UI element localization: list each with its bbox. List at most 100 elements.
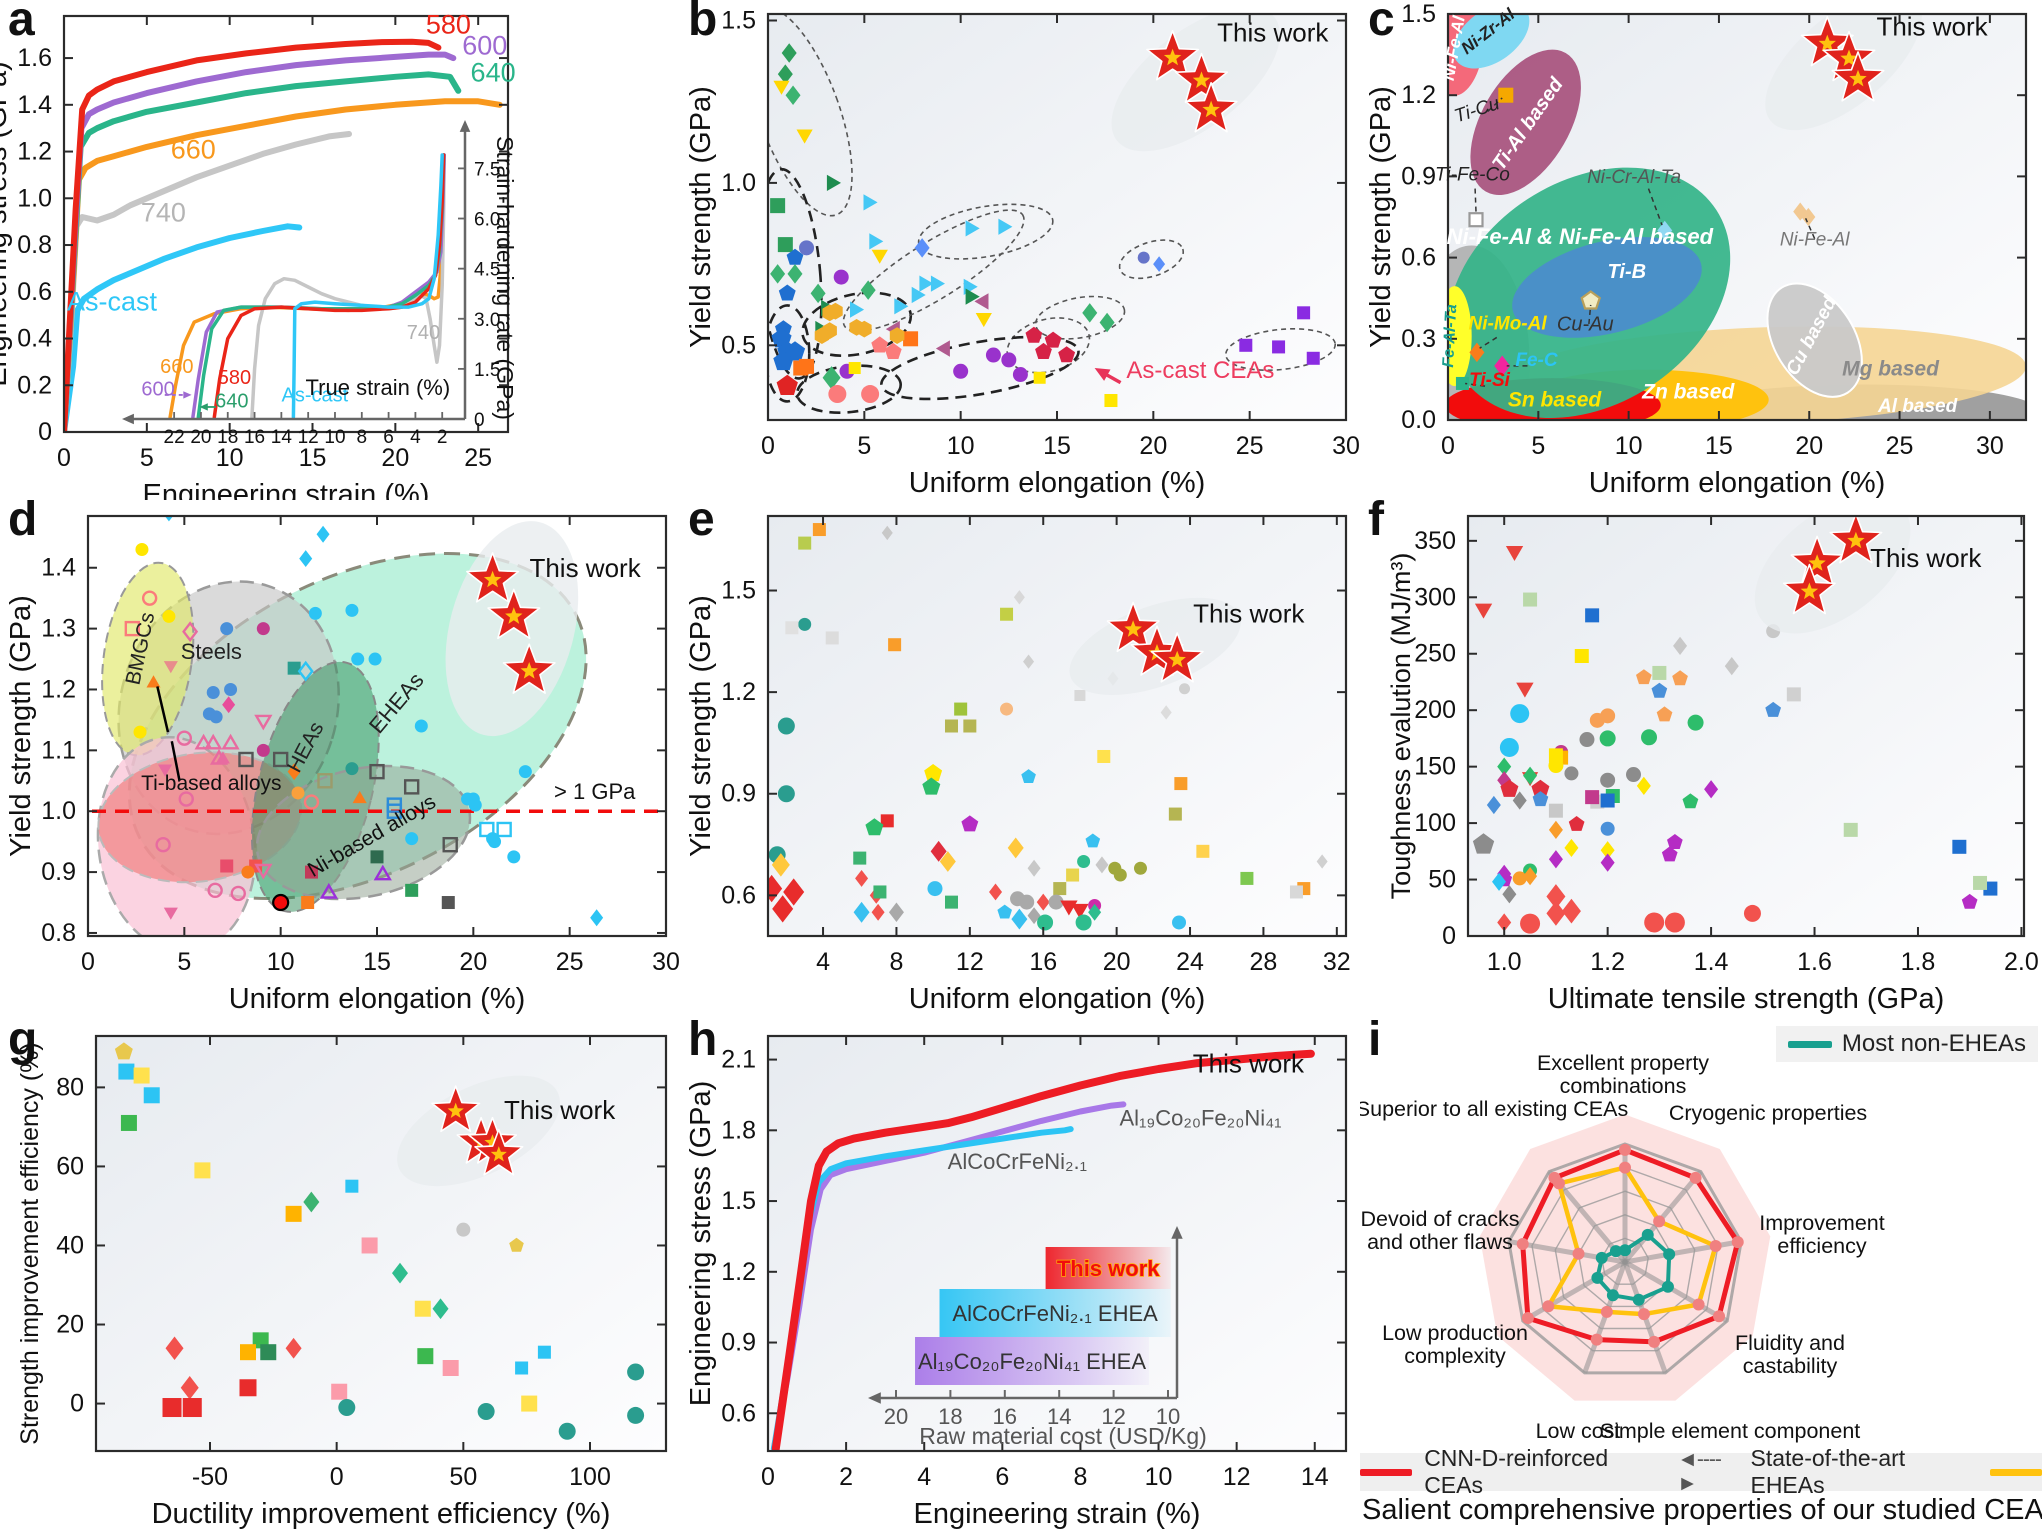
svg-text:0.9: 0.9 [721,780,756,808]
svg-text:0.6: 0.6 [17,278,52,306]
svg-text:640: 640 [471,57,516,87]
svg-text:15: 15 [299,444,327,472]
red-line-icon [1360,1468,1413,1476]
svg-text:350: 350 [1414,527,1456,555]
svg-text:30: 30 [652,948,680,976]
svg-text:60: 60 [56,1152,84,1180]
svg-text:640: 640 [215,391,248,413]
svg-text:Al₁₉Co₂₀Fe₂₀Ni₄₁ EHEA: Al₁₉Co₂₀Fe₂₀Ni₄₁ EHEA [918,1349,1146,1374]
svg-text:Yield strength (GPa): Yield strength (GPa) [5,595,37,857]
svg-text:1.5: 1.5 [721,577,756,605]
svg-text:600: 600 [462,31,507,61]
svg-text:Low cost: Low cost [1536,1419,1621,1443]
svg-text:8: 8 [1073,1463,1087,1491]
svg-text:This work: This work [1057,1256,1160,1281]
svg-text:12: 12 [956,948,984,976]
svg-text:Engineering strain (%): Engineering strain (%) [914,1498,1201,1530]
svg-text:Engineering stress (GPa): Engineering stress (GPa) [685,1081,717,1407]
svg-text:1.2: 1.2 [721,678,756,706]
svg-text:0.9: 0.9 [721,1329,756,1357]
svg-text:0: 0 [761,432,775,460]
svg-text:1.6: 1.6 [1797,948,1832,976]
chart-c-alloy-families: 0 5 10 15 20 25 30 0.0 0.3 0.6 0.9 1.2 1.5 Ni-Fe-Al Ni… [1365,0,2028,499]
radar-legend-non-eheas-label: Most non-EHEAs [1841,1030,2026,1057]
chart-g-improvement-efficiency: -50 0 50 100 0 20 40 60 80 This work Ductility imp… [16,1034,668,1530]
svg-text:0: 0 [1441,432,1455,460]
panel-b: 0 5 10 15 20 25 30 0.5 1.0 1.5 This work As-cast CE… [680,0,1360,500]
svg-text:30: 30 [1976,432,2004,460]
yellow-line-icon [1989,1468,2042,1476]
svg-text:This work: This work [1193,599,1305,629]
svg-text:600: 600 [141,379,174,401]
svg-text:10: 10 [216,444,244,472]
svg-text:This work: This work [1876,12,1988,42]
svg-text:25: 25 [464,444,492,472]
svg-text:This work: This work [504,1095,616,1125]
svg-text:1.3: 1.3 [41,615,76,643]
panel-a: 0 5 10 15 20 25 0 0.2 0.4 0.6 0.8 1.0 1.2 1.4 1.6 580 60… [0,0,680,500]
svg-text:Uniform elongation (%): Uniform elongation (%) [229,983,526,1015]
svg-text:1.8: 1.8 [1901,948,1936,976]
svg-text:20: 20 [1139,432,1167,460]
svg-text:True strain (%): True strain (%) [306,375,451,400]
svg-text:1.4: 1.4 [17,91,52,119]
svg-text:50: 50 [1428,866,1456,894]
svg-text:28: 28 [1250,948,1278,976]
svg-text:15: 15 [1043,432,1071,460]
svg-text:30: 30 [1332,432,1360,460]
panel-i: Excellent property combinations Cryogenic … [1360,1013,2042,1535]
svg-text:8: 8 [889,948,903,976]
radar-legend-non-eheas: Most non-EHEAs [1775,1026,2038,1062]
svg-text:2: 2 [839,1463,853,1491]
svg-text:0: 0 [474,410,485,431]
svg-text:15: 15 [363,948,391,976]
svg-text:0.6: 0.6 [1401,244,1436,272]
svg-text:580: 580 [426,10,471,40]
svg-text:0: 0 [81,948,95,976]
svg-text:20: 20 [1795,432,1823,460]
svg-text:Yield strength (GPa): Yield strength (GPa) [1365,86,1397,348]
svg-text:4: 4 [917,1463,931,1491]
svg-text:5: 5 [1531,432,1545,460]
svg-text:Ti-based alloys: Ti-based alloys [141,772,281,795]
radar-legend-yellow-label: State-of-the-art EHEAs [1750,1445,1906,1498]
svg-text:100: 100 [1414,809,1456,837]
svg-text:0.4: 0.4 [17,325,52,353]
svg-text:16: 16 [993,1404,1017,1429]
svg-text:1.5: 1.5 [474,360,500,381]
svg-text:10: 10 [324,427,345,448]
panel-f: 1.0 1.2 1.4 1.6 1.8 2.0 0 50 100 150 200 250 300 350 T… [1360,493,2042,1020]
svg-text:0.0: 0.0 [1401,406,1436,434]
svg-text:1.4: 1.4 [41,554,76,582]
svg-text:80: 80 [56,1073,84,1101]
svg-text:0.8: 0.8 [41,919,76,947]
svg-text:32: 32 [1323,948,1351,976]
svg-text:1.6: 1.6 [17,44,52,72]
chart-h-stress-strain-cost: 0 2 4 6 8 10 12 14 0.6 0.9 1.2 1.5 1.8 2.1 This work Al… [685,1034,1348,1530]
svg-text:Ultimate tensile strength (GPa: Ultimate tensile strength (GPa) [1548,983,1944,1015]
svg-text:1.0: 1.0 [721,169,756,197]
svg-text:20: 20 [459,948,487,976]
svg-text:0: 0 [38,418,52,446]
svg-text:1.5: 1.5 [721,1187,756,1215]
svg-text:6: 6 [383,427,394,448]
chart-e-yield-vs-elongation: 4 8 12 16 20 24 28 32 0.6 0.9 1.2 1.5 This work Unifo… [685,514,1351,1015]
svg-text:Engineering stress (GPa): Engineering stress (GPa) [0,61,13,387]
svg-text:20: 20 [190,427,211,448]
svg-text:As-cast: As-cast [67,286,158,316]
svg-text:0.3: 0.3 [1401,325,1436,353]
svg-text:Ni-Fe-Al & Ni-Fe-Al based: Ni-Fe-Al & Ni-Fe-Al based [1447,224,1714,249]
svg-text:1.0: 1.0 [41,797,76,825]
svg-text:Simple element component: Simple element component [1600,1419,1861,1443]
svg-text:16: 16 [244,427,265,448]
svg-text:0: 0 [57,444,71,472]
panel-letter-g: g [8,1013,38,1066]
svg-text:Fe-Al-Ta: Fe-Al-Ta [1440,304,1460,368]
svg-text:14: 14 [1047,1404,1071,1429]
svg-text:2.0: 2.0 [2004,948,2039,976]
svg-text:0: 0 [1442,922,1456,950]
svg-text:0.6: 0.6 [721,881,756,909]
svg-text:10: 10 [1156,1404,1180,1429]
